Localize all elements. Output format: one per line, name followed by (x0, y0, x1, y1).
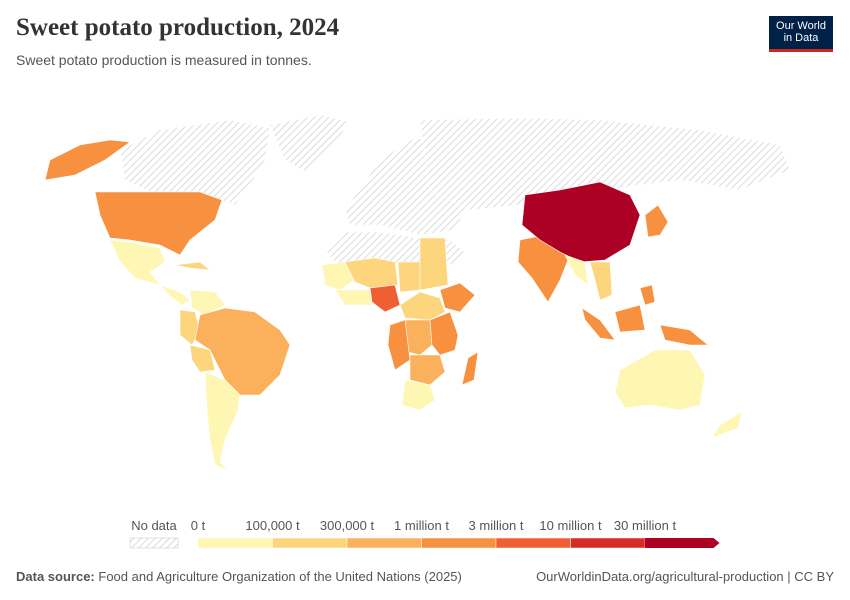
legend-bin[interactable] (570, 537, 646, 549)
legend-bin[interactable] (421, 537, 497, 549)
legend-label: 30 million t (614, 518, 677, 533)
legend-bin[interactable] (197, 537, 273, 549)
link[interactable]: OurWorldinData.org/agricultural-producti… (536, 569, 834, 584)
logo[interactable]: Our World in Data (769, 16, 833, 52)
legend-bin[interactable] (495, 537, 571, 549)
legend-bin[interactable] (346, 537, 422, 549)
logo-text: in Data (783, 32, 819, 44)
legend-label: 100,000 t (245, 518, 300, 533)
logo-text: Our World (776, 20, 826, 32)
legend-bin[interactable] (272, 537, 348, 549)
legend-label: 10 million t (539, 518, 602, 533)
map (44, 114, 791, 471)
legend-label: 3 million t (469, 518, 524, 533)
source: Data source: Food and Agriculture Organi… (16, 569, 462, 584)
legend-no-data-box (129, 537, 179, 549)
subtitle: Sweet potato production is measured in t… (16, 52, 312, 68)
source-label: Data source: (16, 569, 95, 584)
title: Sweet potato production, 2024 (16, 14, 340, 41)
legend-label: 0 t (191, 518, 206, 533)
legend-label: 300,000 t (320, 518, 375, 533)
source-text: Food and Agriculture Organization of the… (98, 569, 462, 584)
legend-bin (645, 538, 720, 548)
legend-no-data-label: No data (131, 518, 177, 533)
legend-label: 1 million t (394, 518, 449, 533)
